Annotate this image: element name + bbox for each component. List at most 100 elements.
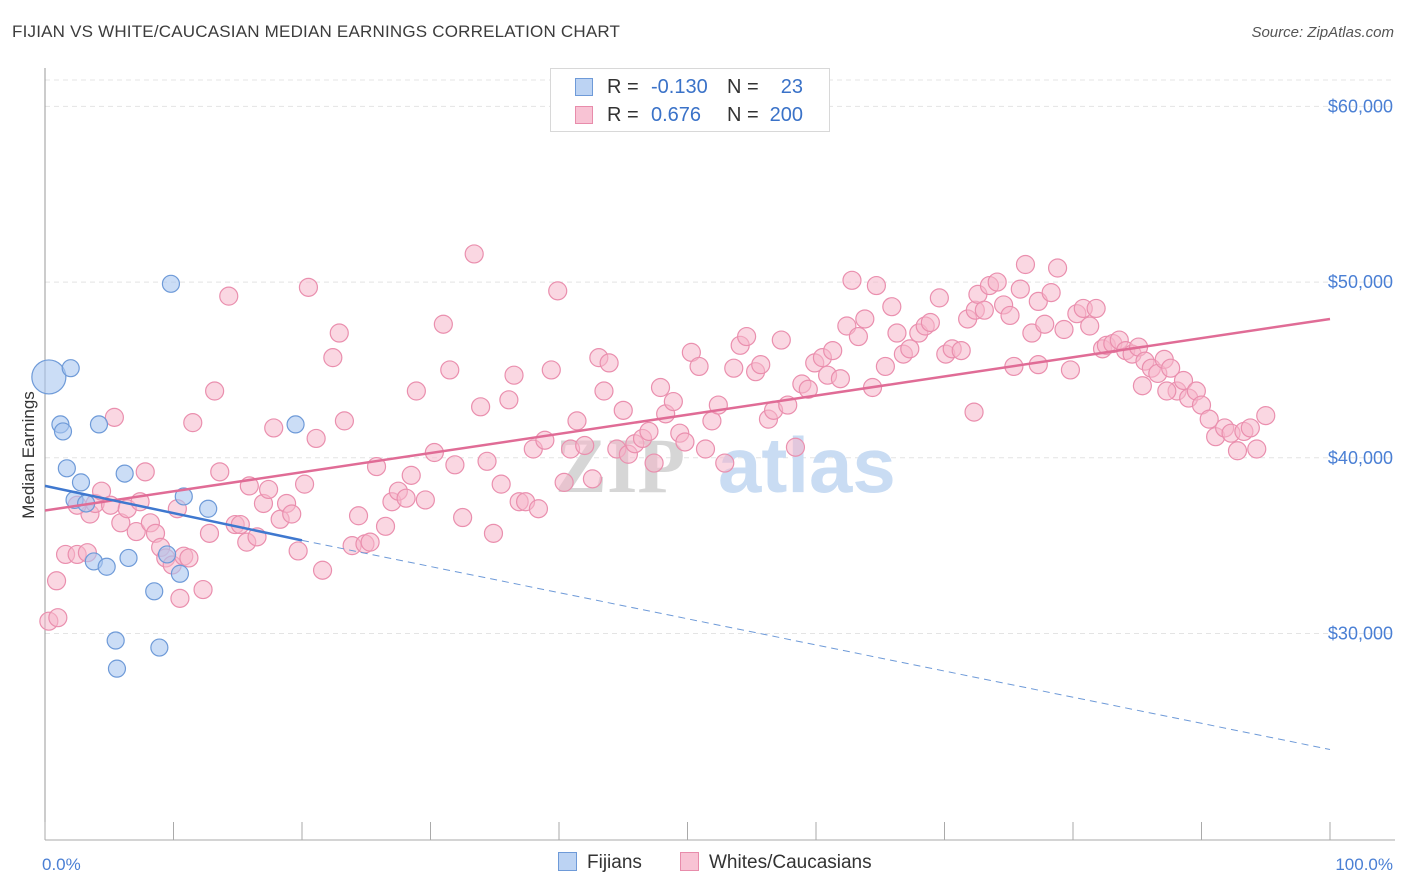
whites-point bbox=[875, 356, 895, 377]
whites-point bbox=[126, 521, 146, 542]
fijians-point bbox=[115, 464, 134, 483]
whites-point bbox=[445, 455, 465, 475]
fijians-point bbox=[57, 459, 76, 478]
whites-point bbox=[737, 326, 757, 347]
whites-point bbox=[724, 358, 744, 378]
whites-point bbox=[823, 341, 843, 361]
whites-point bbox=[48, 608, 68, 628]
whites-point bbox=[1047, 258, 1068, 278]
whites-point bbox=[415, 490, 435, 510]
whites-point bbox=[210, 462, 230, 482]
x-tick-label-max: 100.0% bbox=[1335, 855, 1393, 874]
whites-point bbox=[1157, 381, 1177, 401]
whites-point bbox=[1086, 298, 1106, 319]
whites-point bbox=[406, 381, 426, 401]
whites-point bbox=[312, 560, 333, 580]
whites-point bbox=[1080, 316, 1100, 336]
fijians-point bbox=[286, 415, 305, 434]
whites-point bbox=[639, 421, 659, 442]
legend-n-value: 200 bbox=[769, 104, 803, 126]
whites-point bbox=[46, 571, 67, 591]
whites-point bbox=[771, 330, 791, 350]
fijians-trend-line bbox=[44, 484, 303, 542]
whites-point bbox=[548, 281, 568, 301]
whites-point bbox=[298, 277, 319, 297]
whites-point bbox=[920, 312, 940, 333]
whites-point bbox=[554, 472, 574, 492]
whites-point bbox=[1015, 254, 1036, 275]
tick-labels: $30,000 $40,000 $50,000 $60,000 0.0% 100.0% bbox=[42, 96, 1393, 874]
fijians-point bbox=[61, 359, 80, 378]
whites-point bbox=[1199, 409, 1219, 429]
whites-point bbox=[1035, 314, 1055, 334]
legend: R = -0.130 N = 23 R = 0.676 N = 200 bbox=[550, 68, 830, 132]
whites-point bbox=[375, 516, 396, 536]
y-tick-label: $60,000 bbox=[1328, 96, 1393, 116]
whites-point bbox=[360, 532, 380, 552]
whites-point bbox=[294, 474, 315, 494]
whites-legend-label: Whites/Caucasians bbox=[709, 852, 872, 873]
whites-point bbox=[848, 326, 869, 347]
fijians-point bbox=[106, 631, 125, 650]
whites-point bbox=[929, 288, 949, 308]
trend-lines bbox=[44, 317, 1331, 750]
whites-point bbox=[205, 381, 225, 401]
whites-point bbox=[471, 397, 491, 417]
whites-point bbox=[491, 474, 511, 494]
whites-point bbox=[306, 428, 326, 449]
whites-point bbox=[440, 360, 460, 380]
whites-point bbox=[866, 275, 886, 296]
whites-point bbox=[199, 523, 220, 543]
whites-legend-swatch bbox=[680, 852, 699, 871]
y-tick-label: $30,000 bbox=[1328, 624, 1393, 644]
whites-point bbox=[594, 381, 614, 401]
bottom-legend-fijians: Fijians bbox=[558, 852, 642, 874]
whites-point bbox=[230, 514, 250, 535]
fijians-point bbox=[199, 499, 218, 518]
legend-row-whites: R = 0.676 N = 200 bbox=[551, 100, 829, 130]
watermark: ZIP atlas bbox=[555, 421, 896, 509]
whites-point bbox=[1240, 418, 1260, 438]
whites-point bbox=[258, 479, 279, 500]
whites-point bbox=[575, 435, 595, 456]
whites-point bbox=[1256, 406, 1276, 426]
x-tick-label-min: 0.0% bbox=[42, 855, 81, 874]
whites-point bbox=[104, 407, 124, 427]
whites-point bbox=[715, 453, 735, 473]
fijians-swatch bbox=[575, 78, 593, 96]
fijians-point bbox=[107, 659, 127, 678]
whites-point bbox=[170, 588, 190, 608]
whites-point bbox=[396, 488, 416, 508]
legend-r-value: -0.130 bbox=[651, 76, 708, 98]
legend-row-fijians: R = -0.130 N = 23 bbox=[551, 72, 829, 102]
whites-point bbox=[887, 323, 907, 343]
whites-point bbox=[401, 465, 421, 485]
axes bbox=[44, 68, 1395, 841]
whites-point bbox=[974, 300, 994, 320]
y-tick-label: $50,000 bbox=[1328, 272, 1393, 292]
y-tick-label: $40,000 bbox=[1328, 448, 1393, 468]
fijians-point bbox=[174, 487, 193, 506]
whites-point bbox=[323, 348, 343, 368]
whites-point bbox=[830, 369, 851, 389]
whites-point bbox=[183, 413, 203, 433]
whites-point bbox=[785, 437, 806, 457]
watermark-atlas: atlas bbox=[718, 421, 896, 509]
whites-point bbox=[1000, 305, 1020, 326]
fijians-trend-extension bbox=[301, 539, 1331, 750]
bottom-legend-whites: Whites/Caucasians bbox=[680, 852, 872, 874]
whites-point bbox=[528, 499, 549, 519]
whites-point bbox=[613, 400, 633, 420]
legend-r-label: R = bbox=[607, 104, 639, 126]
whites-point bbox=[504, 365, 524, 385]
whites-point bbox=[1010, 279, 1030, 299]
whites-point bbox=[541, 360, 561, 380]
whites-point bbox=[1227, 441, 1248, 461]
fijians-point bbox=[119, 548, 138, 568]
fijians-point bbox=[53, 422, 73, 441]
whites-point bbox=[288, 541, 308, 561]
whites-point bbox=[1173, 370, 1194, 391]
whites-swatch bbox=[575, 106, 593, 124]
whites-point bbox=[483, 523, 504, 543]
